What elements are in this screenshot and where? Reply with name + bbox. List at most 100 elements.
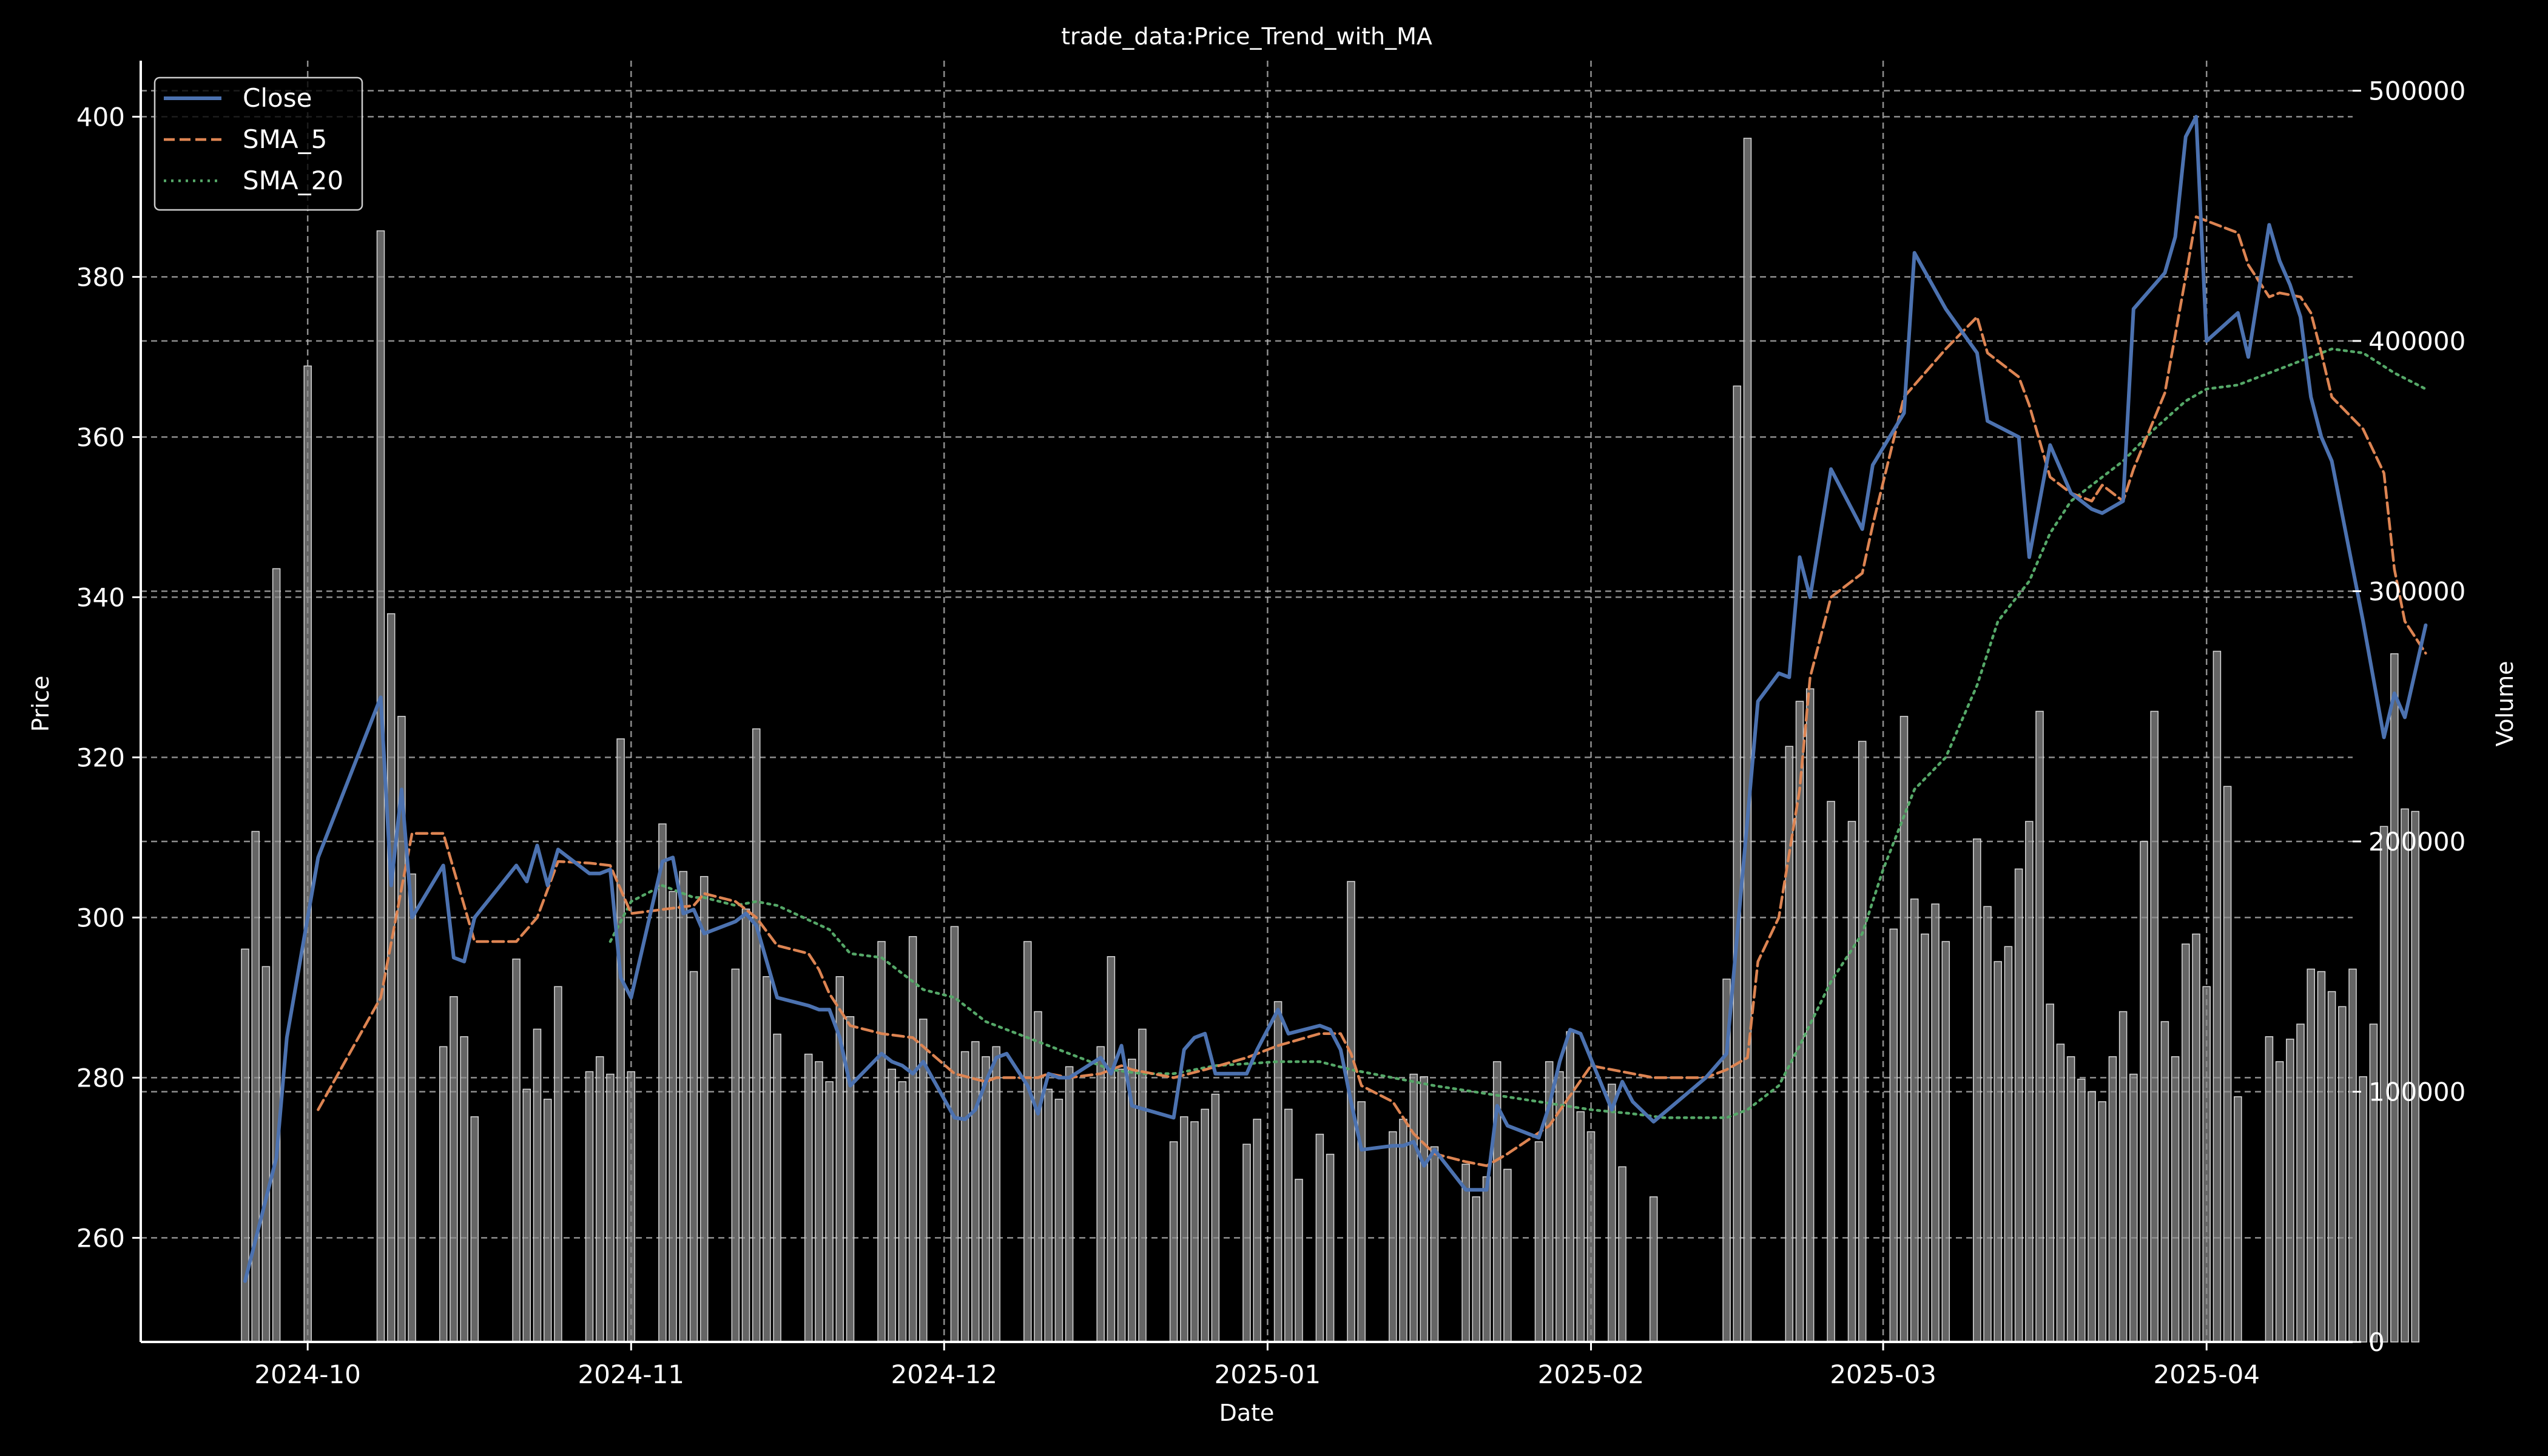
volume-bar: [251, 831, 260, 1343]
volume-bar: [1420, 1076, 1429, 1343]
x-tick-label: 2025-03: [1830, 1360, 1936, 1389]
volume-bar: [2338, 1006, 2347, 1343]
volume-bar: [689, 971, 698, 1343]
volume-bar: [543, 1099, 552, 1343]
volume-bar: [439, 1046, 448, 1343]
volume-bar: [1733, 385, 1742, 1343]
volume-bar: [960, 1051, 969, 1343]
y-tick-label: 280: [76, 1063, 125, 1093]
volume-bar: [2056, 1043, 2065, 1343]
volume-bar: [1023, 941, 1032, 1343]
volume-bar: [1743, 138, 1752, 1343]
volume-bar: [554, 986, 562, 1343]
volume-bar: [2192, 933, 2200, 1343]
volume-bar: [2234, 1096, 2242, 1343]
volume-bar: [2411, 811, 2419, 1343]
x-axis-label: Date: [1219, 1400, 1275, 1426]
volume-bar: [1503, 1168, 1512, 1343]
close-line: [243, 115, 2428, 1283]
volume-bar: [1054, 1099, 1063, 1343]
volume-bar: [2035, 710, 2044, 1343]
volume-bar: [2401, 808, 2409, 1343]
volume-bar: [669, 891, 677, 1343]
volume-bar: [1253, 1119, 1261, 1343]
volume-bar: [1618, 1166, 1626, 1343]
x-tick-label: 2024-10: [254, 1360, 361, 1389]
volume-bar: [1586, 1131, 1596, 1343]
volume-bar: [533, 1028, 542, 1343]
chart-title: trade_data:Price_Trend_with_MA: [1061, 23, 1432, 50]
volume-bar: [1242, 1144, 1251, 1343]
volume-bar: [658, 823, 667, 1343]
y2-tick-label: 100000: [2368, 1077, 2465, 1107]
volume-bar: [950, 926, 959, 1343]
y2-axis-label: Volume: [2492, 661, 2518, 746]
volume-bar: [2327, 991, 2336, 1343]
volume-bar: [2004, 946, 2013, 1343]
sma20-line: [608, 347, 2427, 1119]
volume-bar: [1482, 1176, 1491, 1343]
volume-bar: [1273, 1001, 1282, 1343]
volume-bar: [763, 976, 771, 1343]
legend-label-sma5: SMA_5: [243, 124, 327, 154]
volume-bar: [1117, 1068, 1126, 1343]
volume-bar: [1994, 961, 2002, 1343]
x-tick-label: 2024-11: [578, 1360, 685, 1389]
axes: 2024-10 2024-11 2024-12 2025-01 2025-02 2025-…: [76, 61, 2465, 1389]
volume-bar: [1211, 1093, 1220, 1343]
volume-bar: [2171, 1056, 2180, 1343]
volume-bar: [898, 1081, 907, 1343]
volume-bar: [1284, 1108, 1293, 1343]
volume-bar: [1044, 1088, 1053, 1343]
volume-bar: [2025, 821, 2034, 1343]
volume-bar: [616, 738, 625, 1343]
volume-bar: [825, 1081, 834, 1343]
volume-bar: [731, 968, 740, 1343]
y2-tick-label: 300000: [2368, 577, 2465, 607]
volume-bar: [1409, 1073, 1418, 1343]
volume-bar: [1472, 1196, 1481, 1343]
volume-bar: [2088, 1091, 2096, 1343]
volume-bar: [376, 230, 385, 1343]
x-tick-label: 2024-12: [891, 1360, 998, 1389]
volume-bar: [699, 876, 709, 1343]
y2-tick-label: 400000: [2368, 326, 2465, 356]
volume-bar: [982, 1056, 990, 1343]
volume-bar: [804, 1053, 813, 1343]
volume-bar: [1180, 1116, 1188, 1343]
volume-bar: [386, 613, 396, 1343]
volume-bar: [1889, 928, 1898, 1343]
volume-bar: [303, 365, 312, 1343]
volume-bar: [1389, 1131, 1397, 1343]
volume-bar: [2379, 826, 2388, 1343]
volume-bar: [1983, 906, 1992, 1343]
y-tick-label: 360: [76, 422, 125, 452]
volume-bar: [2202, 986, 2211, 1343]
volume-bar: [1566, 1031, 1574, 1343]
legend-label-close: Close: [243, 83, 312, 113]
volume-bar: [512, 959, 521, 1343]
volume-bar: [460, 1036, 468, 1343]
volume-bar: [2077, 1079, 2086, 1343]
volume-bar: [2129, 1073, 2138, 1343]
volume-bar: [1921, 933, 1929, 1343]
volume-bar: [627, 1071, 636, 1343]
volume-bar: [2160, 1021, 2169, 1343]
volume-bar: [815, 1061, 823, 1343]
volume-bar: [2275, 1061, 2284, 1343]
volume-bar: [741, 908, 750, 1343]
volume-bar: [2265, 1036, 2274, 1343]
volume-bar: [1941, 941, 1950, 1343]
volume-bar: [1138, 1028, 1147, 1343]
y2-tick-label: 500000: [2368, 76, 2465, 106]
volume-bar: [272, 568, 281, 1343]
volume-bar: [1858, 741, 1867, 1343]
volume-bar: [2369, 1023, 2378, 1343]
volume-bar: [2213, 650, 2222, 1343]
volume-bar: [1534, 1141, 1543, 1343]
volume-bar: [1034, 1011, 1042, 1343]
x-tick-label: 2025-04: [2153, 1360, 2260, 1389]
volume-bar: [888, 1068, 896, 1343]
volume-bar: [1805, 688, 1815, 1343]
volume-bar: [679, 871, 688, 1343]
